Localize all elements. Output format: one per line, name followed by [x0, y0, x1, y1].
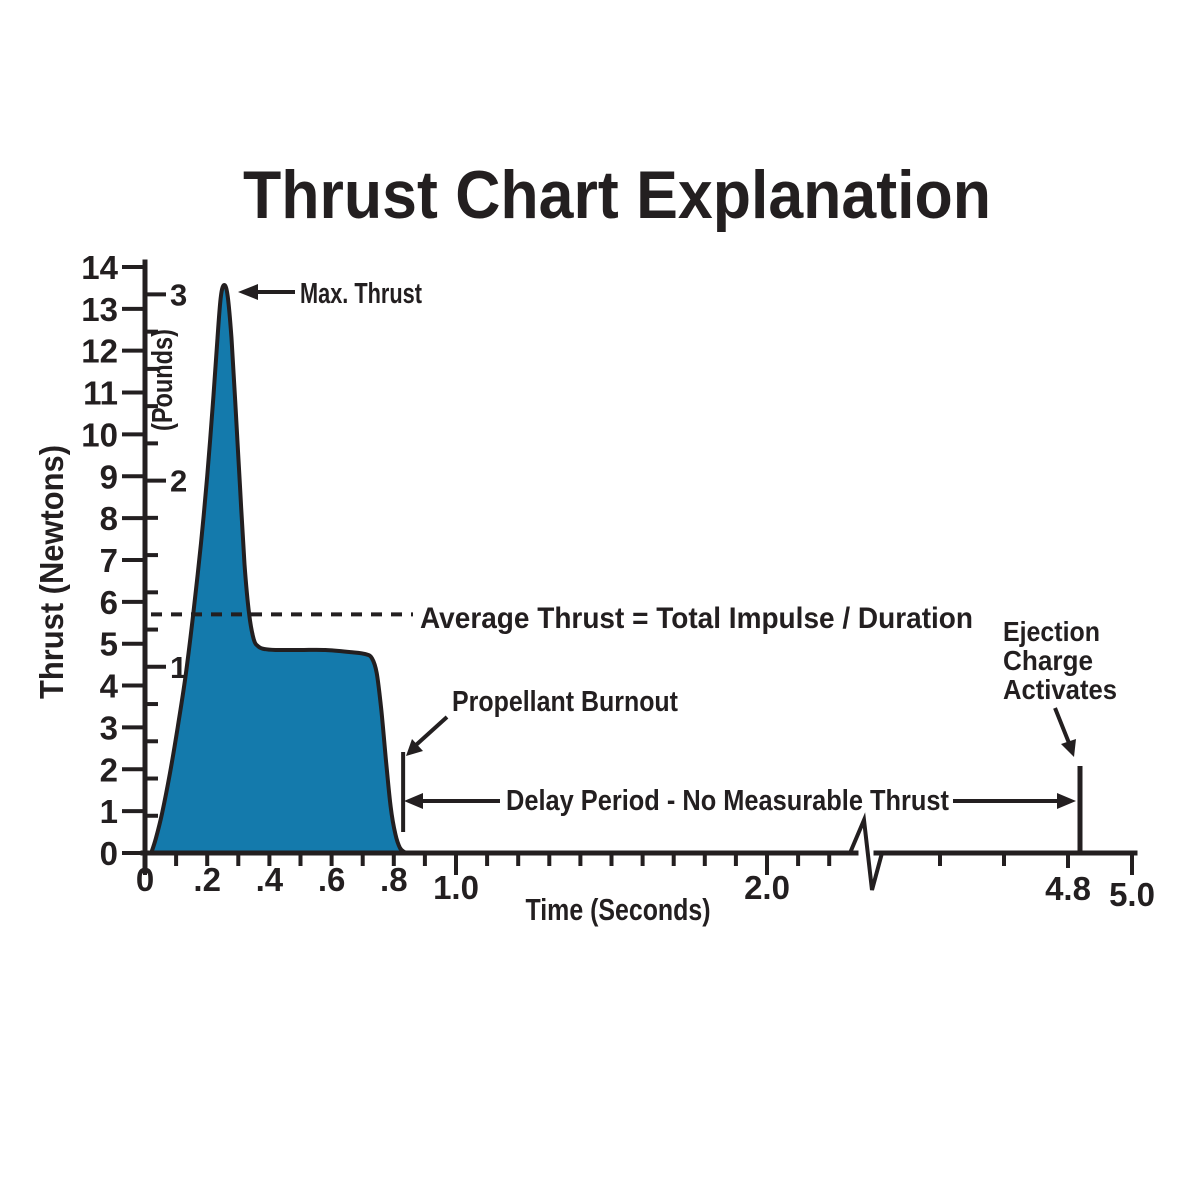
- x-tick-label: 4.8: [1045, 870, 1091, 907]
- chart-title: Thrust Chart Explanation: [243, 157, 991, 233]
- ejection-charge-annotation: Ejection Charge Activates: [1003, 616, 1117, 757]
- y-tick-label: 9: [100, 458, 118, 495]
- pound-tick-label: 2: [170, 464, 187, 499]
- delay-right-arrowhead-icon: [1057, 793, 1076, 809]
- average-thrust-label: Average Thrust = Total Impulse / Duratio…: [420, 602, 973, 635]
- ejection-arrow-shaft: [1053, 707, 1071, 744]
- y-tick-label: 2: [100, 751, 118, 788]
- y-tick-label: 1: [100, 793, 118, 830]
- pound-tick-label: 1: [170, 650, 187, 685]
- delay-period-label: Delay Period - No Measurable Thrust: [506, 785, 949, 817]
- y-axis-title: Thrust (Newtons): [33, 445, 70, 699]
- y-tick-label: 12: [81, 333, 118, 370]
- ejection-arrowhead-icon: [1061, 739, 1076, 757]
- y-tick-label: 5: [100, 626, 118, 663]
- propellant-burnout-annotation: Propellant Burnout: [406, 686, 678, 756]
- x-tick-label: .8: [380, 861, 408, 898]
- thrust-curve: [149, 283, 410, 855]
- curve-layer: [149, 283, 1083, 855]
- x-tick-label: 1.0: [433, 869, 479, 906]
- x-tick-label: 0: [136, 861, 154, 898]
- ticks-layer: 0.2.4.6.8 1.0 2.0 4.8 5.00123456789101112131…: [81, 249, 1155, 913]
- y-tick-label: 14: [81, 249, 118, 286]
- y-tick-label: 0: [100, 835, 118, 872]
- y-tick-label: 4: [100, 668, 119, 705]
- x-tick-label: .2: [193, 861, 221, 898]
- x-axis-title: Time (Seconds): [526, 892, 711, 927]
- delay-left-arrowhead-icon: [404, 793, 423, 809]
- pound-tick-label: 3: [170, 277, 187, 312]
- x-axis-break-icon: [848, 812, 884, 891]
- x-tick-label: 5.0: [1109, 876, 1155, 913]
- x-tick-label: .4: [256, 861, 284, 898]
- propellant-burnout-label: Propellant Burnout: [452, 686, 678, 718]
- burnout-arrow-shaft: [414, 715, 449, 747]
- x-tick-label: .6: [318, 861, 346, 898]
- max-thrust-label: Max. Thrust: [300, 278, 422, 310]
- delay-period-annotation: Delay Period - No Measurable Thrust: [404, 785, 1076, 817]
- y-tick-label: 6: [100, 584, 118, 621]
- ejection-label-line2: Charge: [1003, 645, 1093, 676]
- y-tick-label: 3: [100, 709, 118, 746]
- max-thrust-annotation: Max. Thrust: [238, 278, 422, 310]
- y-tick-label: 8: [100, 500, 118, 537]
- max-thrust-arrowhead-icon: [238, 284, 258, 300]
- x-tick-label: 2.0: [744, 869, 790, 906]
- y-tick-label: 10: [81, 416, 118, 453]
- burnout-arrowhead-icon: [406, 739, 423, 756]
- y2-axis-title: (Pounds): [147, 329, 179, 431]
- ejection-label-line3: Activates: [1003, 674, 1117, 705]
- ejection-label-line1: Ejection: [1003, 616, 1100, 647]
- y-tick-label: 13: [81, 291, 118, 328]
- y-tick-label: 7: [100, 542, 118, 579]
- y-tick-label: 11: [83, 375, 118, 412]
